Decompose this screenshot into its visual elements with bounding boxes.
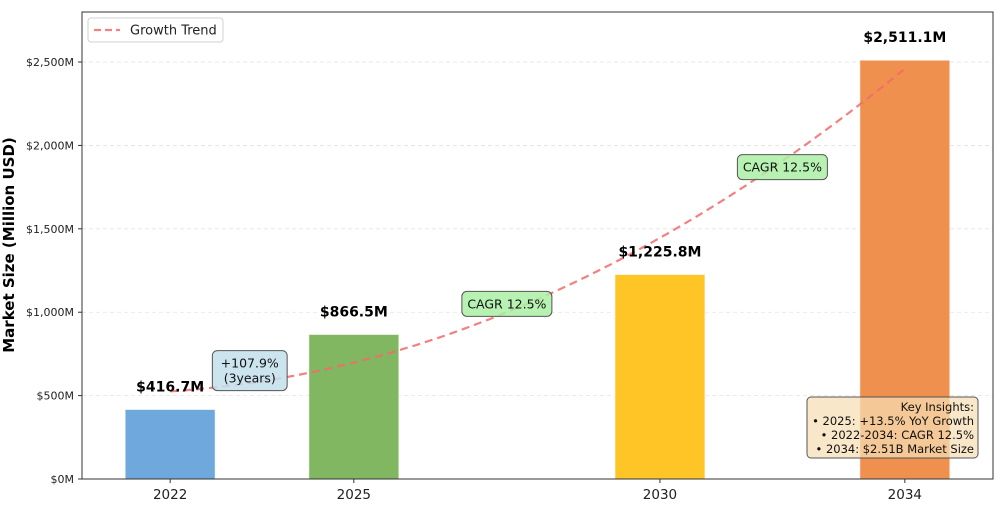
annotation-text: (3years): [224, 371, 276, 386]
legend: Growth Trend: [87, 17, 224, 43]
y-tick-label: $1,000M: [26, 306, 74, 319]
annotations: +107.9%(3years) CAGR 12.5% CAGR 12.5% Key I…: [211, 154, 979, 459]
y-tick-label: $2,000M: [26, 139, 74, 152]
y-tick-label: $2,500M: [26, 56, 74, 69]
x-tick-label: 2034: [888, 487, 922, 503]
x-tick-label: 2025: [337, 487, 371, 503]
y-tick-label: $1,500M: [26, 223, 74, 236]
value-label: $1,225.8M: [618, 245, 701, 261]
annotation-background: [736, 154, 828, 181]
bar-2030: [614, 274, 706, 480]
gridlines: [82, 61, 993, 397]
value-label: $2,511.1M: [863, 30, 946, 46]
y-tick-label: $500M: [37, 390, 75, 403]
annotation-box: CAGR 12.5%: [736, 154, 828, 181]
annotation-text: CAGR 12.5%: [467, 296, 546, 311]
trend-line-group: [170, 67, 906, 393]
insights-background: [806, 396, 979, 459]
insights-line: • 2022-2034: CAGR 12.5%: [821, 428, 975, 442]
legend-box: Growth Trend: [87, 17, 224, 43]
annotation-background: [211, 350, 288, 392]
key-insights-box: Key Insights:• 2025: +13.5% YoY Growth• …: [806, 396, 979, 459]
legend-label: Growth Trend: [130, 24, 217, 39]
annotation-box: +107.9%(3years): [211, 350, 288, 392]
bar-2022: [124, 409, 216, 480]
y-tick-label: $0M: [51, 473, 75, 486]
insights-title: Key Insights:: [901, 400, 974, 414]
annotation-text: +107.9%: [221, 356, 279, 371]
value-label: $866.5M: [320, 304, 388, 320]
insights-line: • 2025: +13.5% YoY Growth: [812, 414, 974, 428]
growth-trend-line: [170, 67, 906, 393]
plot-frame: [81, 11, 994, 480]
annotation-box: CAGR 12.5%: [461, 290, 553, 317]
value-labels: $416.7M $866.5M $1,225.8M $2,511.1M: [136, 30, 946, 395]
x-tick-label: 2022: [153, 487, 187, 503]
y-axis-label: Market Size (Million USD): [0, 137, 18, 353]
legend-frame: [87, 17, 224, 43]
annotation-background: [461, 290, 553, 317]
bar-2025: [308, 333, 400, 480]
x-tick-label: 2030: [643, 487, 677, 503]
axes: $0M $500M $1,000M $1,500M $2,000M $2,500M 2022…: [26, 11, 994, 503]
insights-line: • 2034: $2.51B Market Size: [816, 442, 975, 456]
annotation-text: CAGR 12.5%: [743, 160, 822, 175]
value-label: $416.7M: [136, 380, 204, 396]
